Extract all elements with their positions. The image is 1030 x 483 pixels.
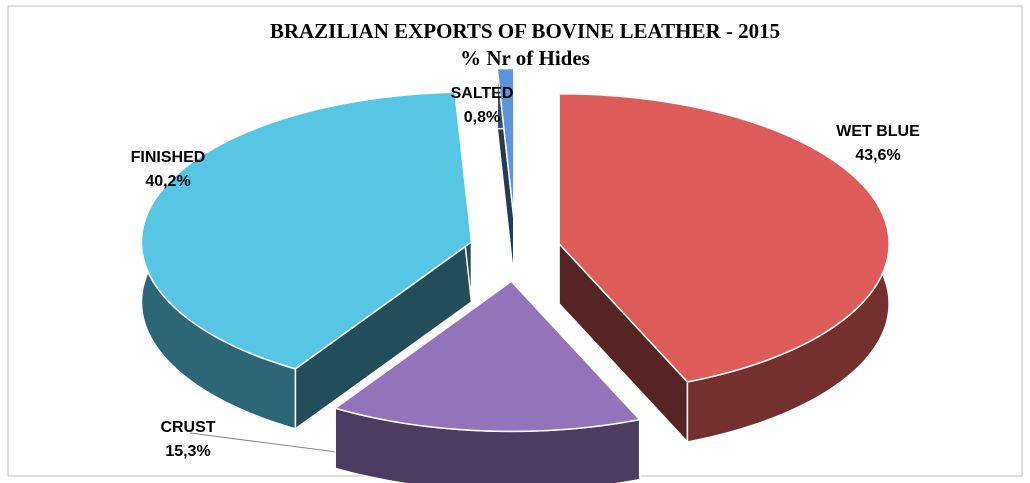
category-label: SALTED [451, 85, 514, 102]
value-label: 40,2% [145, 173, 190, 190]
value-label: 0,8% [464, 109, 500, 126]
slice-group [333, 279, 642, 483]
slice [333, 280, 642, 433]
value-label: 43,6% [855, 147, 900, 164]
slice [140, 91, 473, 370]
category-label: FINISHED [131, 149, 206, 166]
slice [558, 93, 890, 383]
pie [140, 67, 890, 483]
slice-group [140, 91, 473, 431]
slice-group [496, 67, 515, 279]
chart-title: BRAZILIAN EXPORTS OF BOVINE LEATHER - 20… [270, 19, 780, 43]
category-label: WET BLUE [836, 123, 920, 140]
labels: WET BLUE 43,6% CRUST 15,3% FINISHED 40,2% SALT… [131, 85, 920, 460]
value-label: 15,3% [165, 443, 210, 460]
category-label: CRUST [160, 419, 215, 436]
chart-subtitle: % Nr of Hides [460, 46, 590, 70]
slice [496, 67, 515, 219]
slice-group [558, 92, 890, 444]
